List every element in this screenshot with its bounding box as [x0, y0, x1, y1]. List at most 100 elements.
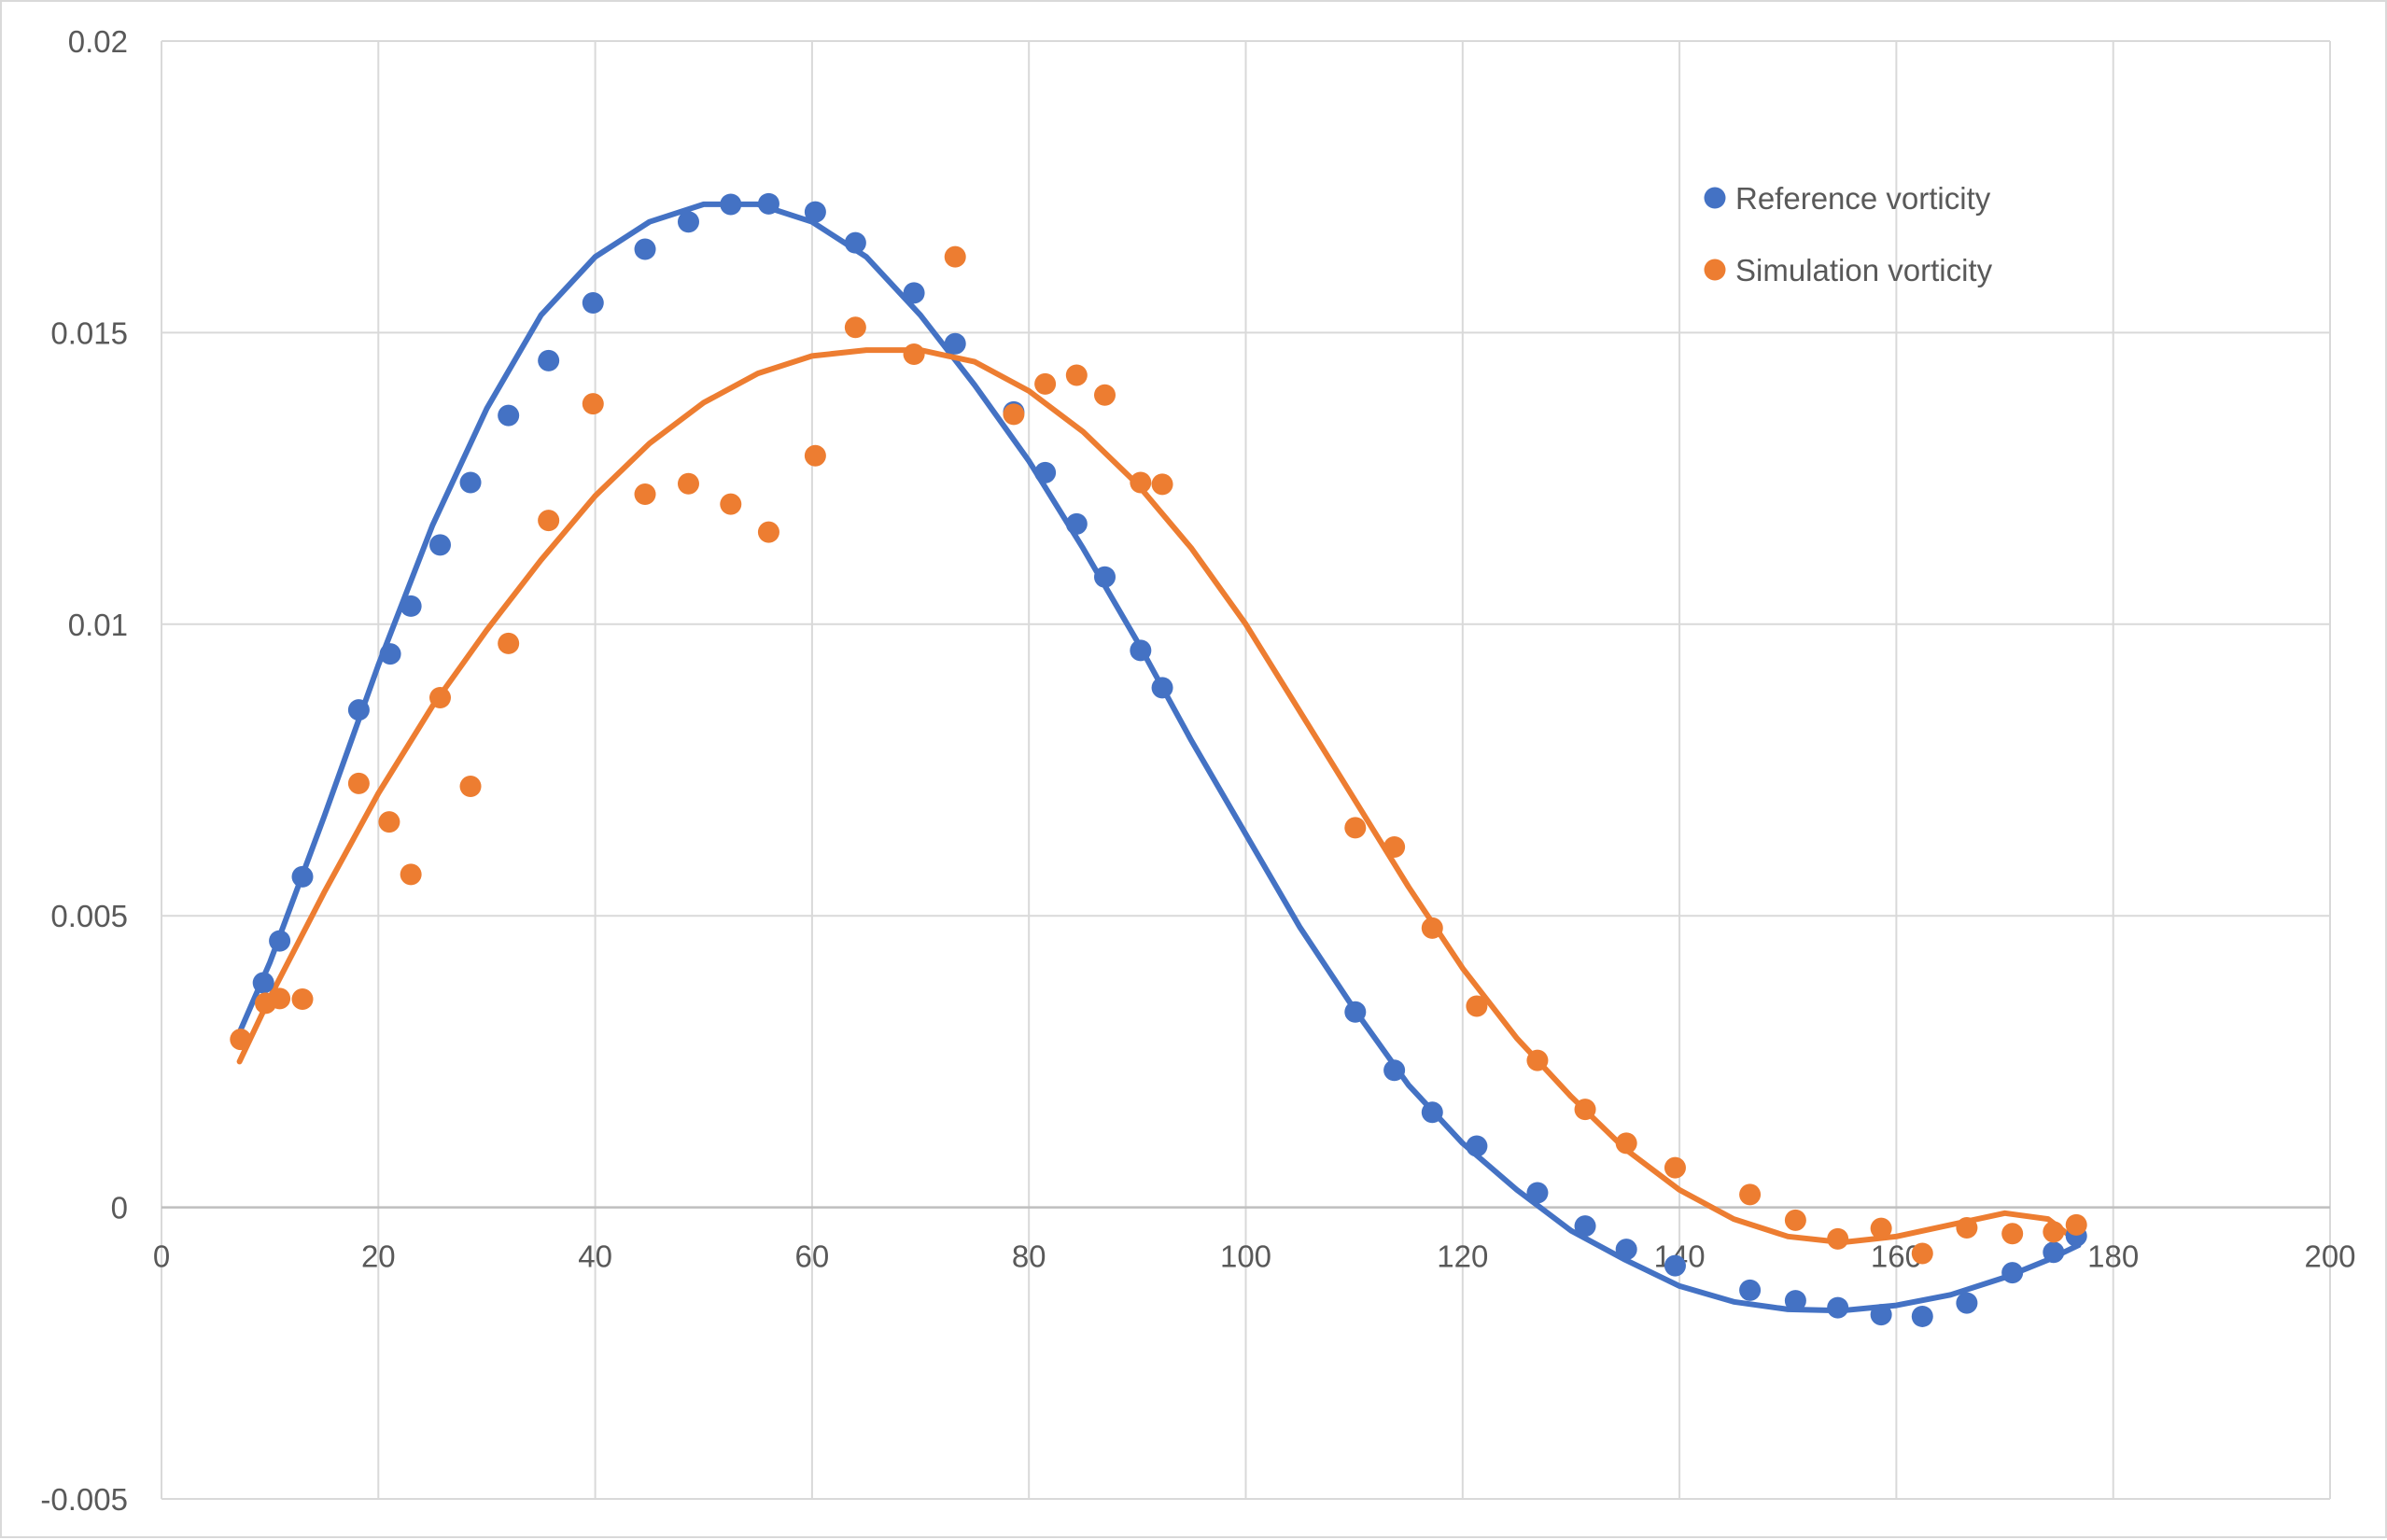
data-point — [459, 471, 482, 494]
data-point — [1827, 1227, 1849, 1250]
data-point — [1466, 995, 1488, 1017]
data-point — [498, 632, 520, 654]
data-point — [1784, 1290, 1806, 1312]
data-points — [230, 192, 2087, 1327]
x-tick-label: 40 — [578, 1239, 612, 1274]
data-point — [720, 493, 742, 515]
data-point — [379, 643, 401, 665]
data-point — [2065, 1213, 2087, 1236]
y-tick-label: -0.005 — [40, 1482, 128, 1517]
data-point — [944, 332, 966, 355]
data-point — [1615, 1132, 1637, 1155]
data-point — [459, 775, 482, 797]
y-tick-label: 0.005 — [50, 899, 128, 933]
data-point — [1784, 1209, 1806, 1231]
data-point — [720, 193, 742, 216]
data-point — [1956, 1216, 1978, 1239]
data-point — [291, 988, 314, 1011]
data-point — [2043, 1241, 2065, 1264]
y-tick-label: 0.015 — [50, 315, 128, 350]
data-point — [1664, 1156, 1686, 1179]
data-point — [1344, 817, 1367, 839]
data-point — [1664, 1254, 1686, 1277]
data-point — [1466, 1135, 1488, 1157]
data-point — [1034, 461, 1057, 483]
data-point — [2043, 1221, 2065, 1243]
x-tick-label: 200 — [2304, 1239, 2355, 1274]
data-point — [757, 192, 779, 215]
data-point — [844, 316, 866, 339]
data-point — [804, 444, 826, 467]
data-point — [538, 510, 560, 532]
data-point — [538, 349, 560, 371]
data-point — [1344, 1001, 1367, 1023]
y-tick-label: 0 — [111, 1191, 128, 1225]
data-point — [1094, 384, 1116, 406]
data-point — [1956, 1292, 1978, 1314]
legend-marker — [1704, 259, 1726, 281]
data-point — [804, 201, 826, 223]
data-point — [1911, 1242, 1933, 1265]
data-point — [1065, 512, 1088, 535]
x-tick-label: 100 — [1220, 1239, 1271, 1274]
data-point — [1065, 364, 1088, 386]
axes: 020406080100120140160180200-0.00500.0050… — [40, 24, 2355, 1517]
data-point — [1421, 1101, 1443, 1124]
data-point — [1526, 1182, 1549, 1204]
y-tick-label: 0.01 — [68, 608, 128, 642]
data-point — [1094, 566, 1116, 588]
data-point — [347, 772, 370, 794]
y-tick-label: 0.02 — [68, 24, 128, 59]
data-point — [582, 292, 604, 315]
legend: Reference vorticity Simulation vorticity — [1704, 181, 1993, 287]
data-point — [1739, 1183, 1762, 1206]
data-point — [757, 521, 779, 543]
data-point — [230, 1029, 252, 1051]
trendline — [236, 347, 2082, 1246]
data-point — [1130, 471, 1152, 494]
legend-label: Simulation vorticity — [1735, 253, 1993, 287]
data-point — [400, 595, 422, 617]
data-point — [252, 972, 274, 994]
data-point — [1526, 1049, 1549, 1071]
data-point — [1151, 677, 1173, 699]
data-point — [844, 231, 866, 254]
data-point — [634, 483, 656, 505]
data-point — [1911, 1305, 1933, 1327]
data-point — [1870, 1304, 1892, 1326]
data-point — [1574, 1099, 1596, 1121]
data-point — [498, 404, 520, 427]
trendlines — [236, 201, 2082, 1314]
data-point — [1739, 1279, 1762, 1301]
data-point — [2001, 1262, 2024, 1284]
x-tick-label: 20 — [361, 1239, 396, 1274]
legend-label: Reference vorticity — [1735, 181, 1991, 216]
data-point — [429, 687, 452, 709]
trendline — [236, 201, 2082, 1314]
data-point — [1151, 473, 1173, 496]
data-point — [400, 863, 422, 886]
data-point — [1615, 1239, 1637, 1261]
data-point — [903, 343, 925, 366]
x-tick-label: 80 — [1012, 1239, 1046, 1274]
data-point — [677, 211, 699, 233]
data-point — [2001, 1223, 2024, 1245]
legend-marker — [1704, 187, 1726, 209]
data-point — [582, 393, 604, 415]
x-tick-label: 120 — [1437, 1239, 1488, 1274]
data-point — [378, 811, 400, 833]
data-point — [634, 238, 656, 260]
data-point — [1003, 403, 1025, 426]
data-point — [1870, 1217, 1892, 1239]
x-tick-label: 180 — [2087, 1239, 2139, 1274]
data-point — [1034, 372, 1057, 395]
data-point — [944, 245, 966, 268]
data-point — [1130, 639, 1152, 662]
data-point — [291, 865, 314, 888]
data-point — [1383, 1059, 1406, 1082]
data-point — [347, 699, 370, 721]
x-tick-label: 0 — [153, 1239, 170, 1274]
data-point — [677, 472, 699, 495]
